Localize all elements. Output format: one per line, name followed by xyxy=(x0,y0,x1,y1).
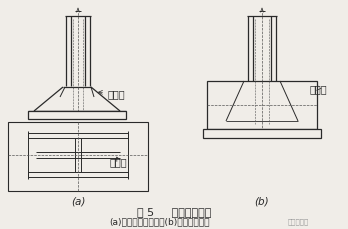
Text: 加劲肋: 加劲肋 xyxy=(98,89,126,98)
Bar xyxy=(28,112,126,120)
Bar xyxy=(75,138,81,172)
Text: 钢结构技术: 钢结构技术 xyxy=(287,218,309,224)
Text: (a): (a) xyxy=(71,196,85,206)
Text: 混凝土: 混凝土 xyxy=(310,84,327,94)
Bar xyxy=(28,172,128,177)
Bar xyxy=(28,134,128,138)
Text: 图 5     柱脚底板加固: 图 5 柱脚底板加固 xyxy=(137,206,211,216)
Text: 加劲肋: 加劲肋 xyxy=(110,156,128,166)
Bar xyxy=(207,82,317,129)
Text: (b): (b) xyxy=(255,196,269,206)
Bar xyxy=(203,129,321,138)
Text: (a)增设加劲肋加固；(b)浇混凝土加固: (a)增设加劲肋加固；(b)浇混凝土加固 xyxy=(110,217,210,226)
Bar xyxy=(8,123,148,191)
